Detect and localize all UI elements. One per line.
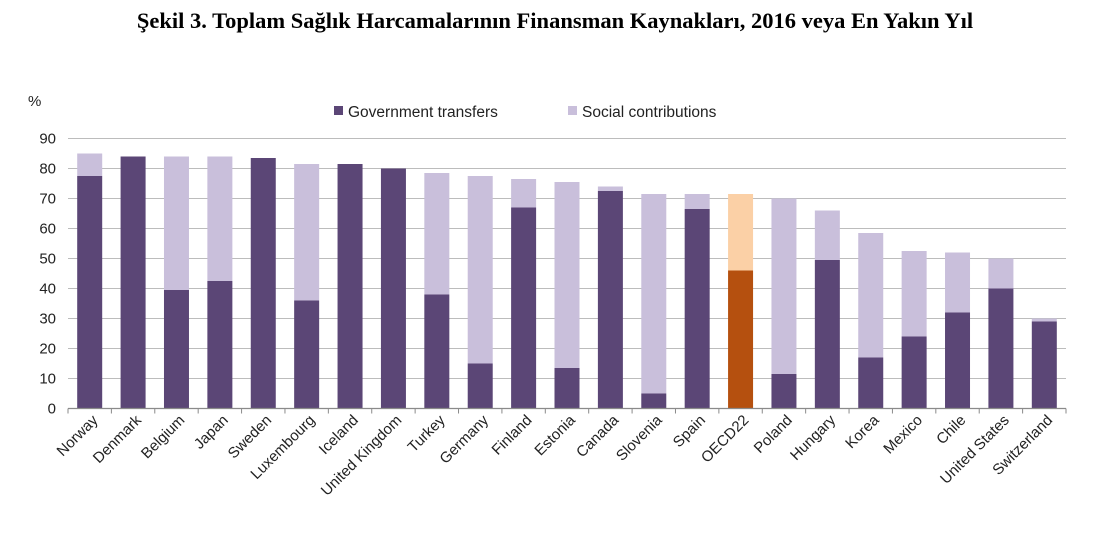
bar-government-transfers xyxy=(424,294,450,409)
x-tick-label: Hungary xyxy=(787,411,839,463)
y-tick-label: 80 xyxy=(39,161,56,178)
bar-government-transfers xyxy=(771,374,797,409)
x-tick-label: Mexico xyxy=(880,412,926,458)
bar-social-contributions xyxy=(684,194,710,209)
legend-swatch xyxy=(568,106,577,115)
bar-social-contributions xyxy=(858,233,884,358)
bar-government-transfers xyxy=(380,168,406,409)
y-tick-label: 60 xyxy=(39,221,56,238)
bars xyxy=(77,153,1057,409)
y-tick-label: 70 xyxy=(39,191,56,208)
bar-social-contributions xyxy=(641,194,667,394)
x-tick-label: Belgium xyxy=(138,412,188,462)
bar-government-transfers xyxy=(641,393,667,409)
bar-government-transfers xyxy=(988,288,1014,409)
bar-government-transfers xyxy=(1031,321,1057,409)
y-tick-label: 10 xyxy=(39,371,56,388)
y-tick-label: 50 xyxy=(39,251,56,268)
legend-swatch xyxy=(334,106,343,115)
x-tick-label: Chile xyxy=(933,412,969,448)
bar-social-contributions xyxy=(988,258,1014,289)
bar-government-transfers xyxy=(207,281,233,409)
bar-government-transfers xyxy=(77,176,103,409)
bar-social-contributions xyxy=(597,186,623,191)
bar-government-transfers xyxy=(597,191,623,409)
bar-social-contributions xyxy=(945,252,971,313)
bar-government-transfers xyxy=(814,260,840,409)
bar-government-transfers xyxy=(684,209,710,409)
bar-social-contributions xyxy=(163,156,189,290)
legend-label: Government transfers xyxy=(348,104,498,121)
x-tick-label: Finland xyxy=(489,412,536,459)
x-tick-label: Estonia xyxy=(531,411,579,459)
x-tick-label: OECD22 xyxy=(698,412,752,466)
y-axis-ticks: 0 10 20 30 40 50 60 70 80 90 xyxy=(39,131,56,418)
bar-government-transfers xyxy=(554,368,580,409)
bar-government-transfers xyxy=(250,158,276,409)
bar-government-transfers xyxy=(467,363,493,409)
bar-social-contributions xyxy=(554,182,580,368)
bar-social-contributions xyxy=(728,194,754,271)
bar-social-contributions xyxy=(1031,318,1057,322)
bar-social-contributions xyxy=(814,210,840,260)
bar-government-transfers xyxy=(511,207,537,409)
y-tick-label: 0 xyxy=(48,401,56,418)
x-tick-label: Spain xyxy=(670,412,709,451)
figure-title: Şekil 3. Toplam Sağlık Harcamalarının Fi… xyxy=(136,8,974,33)
y-tick-label: 30 xyxy=(39,311,56,328)
legend: Government transfers Social contributions xyxy=(334,104,717,121)
x-tick-label: United Kingdom xyxy=(318,412,405,499)
bar-government-transfers xyxy=(337,164,363,409)
bar-government-transfers xyxy=(120,156,146,409)
bar-government-transfers xyxy=(728,270,754,409)
y-tick-label: 90 xyxy=(39,131,56,148)
bar-social-contributions xyxy=(511,179,537,208)
bar-government-transfers xyxy=(294,300,320,409)
bar-social-contributions xyxy=(467,176,493,364)
x-tick-label: Germany xyxy=(436,411,492,467)
legend-label: Social contributions xyxy=(582,104,717,121)
x-tick-label: Denmark xyxy=(90,411,145,466)
bar-social-contributions xyxy=(207,156,233,281)
bar-government-transfers xyxy=(858,357,884,409)
y-tick-label: 20 xyxy=(39,341,56,358)
y-axis-label: % xyxy=(28,93,41,110)
bar-social-contributions xyxy=(901,251,927,337)
bar-government-transfers xyxy=(901,336,927,409)
y-tick-label: 40 xyxy=(39,281,56,298)
bar-social-contributions xyxy=(424,173,450,295)
bar-government-transfers xyxy=(163,290,189,409)
x-tick-label: Korea xyxy=(842,411,883,452)
bar-social-contributions xyxy=(771,198,797,374)
bar-social-contributions xyxy=(294,164,320,301)
bar-government-transfers xyxy=(945,312,971,409)
x-tick-label: Japan xyxy=(191,412,232,453)
bar-social-contributions xyxy=(77,153,103,176)
x-tick-label: Slovenia xyxy=(613,411,666,464)
